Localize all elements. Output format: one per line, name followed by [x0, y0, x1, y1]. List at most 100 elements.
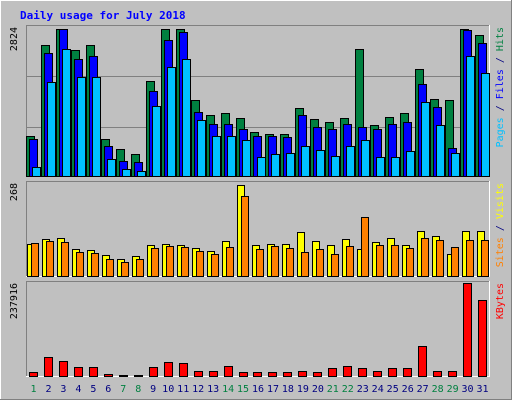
bar-kbytes-kbytes-10 [164, 362, 173, 377]
bar-kbytes-kbytes-3 [59, 361, 68, 377]
panel-kbytes-legend: KBytes [495, 283, 506, 319]
bar-kbytes-kbytes-25 [388, 368, 397, 377]
x-axis-labels: 1 2 3 4 5 6 7 8 9 10 11 12 13 14 15 16 17 18 19 20 21 22 23 24 2… [30, 384, 488, 395]
bar-kbytes-kbytes-8 [134, 375, 143, 377]
panel-hits-files-pages-legend: Pages / Files / Hits [495, 27, 506, 147]
bar-kbytes-kbytes-15 [239, 372, 248, 377]
bar-visits-sites-sites-26 [406, 248, 414, 277]
x-tick-label-day-2: 2 [45, 384, 51, 395]
bar-visits-sites-sites-25 [391, 245, 399, 277]
bar-visits-sites-sites-21 [331, 254, 339, 277]
bar-kbytes-kbytes-5 [89, 367, 98, 377]
bar-hits-files-pages-pages-28 [436, 125, 445, 177]
x-tick-label-day-10: 10 [162, 384, 174, 395]
bar-visits-sites-sites-12 [196, 251, 204, 277]
x-tick-label-day-5: 5 [90, 384, 96, 395]
bar-kbytes-kbytes-17 [268, 372, 277, 377]
bar-hits-files-pages-pages-17 [271, 154, 280, 177]
x-tick-label-day-8: 8 [135, 384, 141, 395]
bar-kbytes-kbytes-27 [418, 346, 427, 377]
bar-hits-files-pages-pages-4 [77, 77, 86, 177]
x-tick-label-day-20: 20 [312, 384, 324, 395]
bar-hits-files-pages-pages-8 [137, 171, 146, 177]
x-tick-label-day-3: 3 [60, 384, 66, 395]
bar-visits-sites-sites-6 [106, 259, 114, 277]
panel-kbytes-area [26, 281, 490, 377]
bar-visits-sites-sites-15 [241, 196, 249, 277]
bar-kbytes-kbytes-29 [448, 371, 457, 377]
bar-visits-sites-sites-7 [121, 262, 129, 277]
bar-kbytes-kbytes-18 [283, 372, 292, 377]
x-tick-label-day-27: 27 [417, 384, 429, 395]
bar-hits-files-pages-pages-21 [331, 156, 340, 177]
bar-hits-files-pages-pages-3 [62, 49, 71, 177]
legend-part-0: Sites [495, 237, 506, 267]
x-tick-label-day-25: 25 [387, 384, 399, 395]
bar-hits-files-pages-pages-22 [346, 146, 355, 177]
bar-kbytes-kbytes-2 [44, 357, 53, 377]
bar-hits-files-pages-pages-7 [122, 169, 131, 177]
bar-visits-sites-sites-5 [91, 253, 99, 277]
bar-kbytes-kbytes-11 [179, 363, 188, 377]
panels-layer: 2824 Pages / Files / Hits 268 Sites / Visit… [9, 25, 506, 377]
bar-hits-files-pages-pages-18 [286, 153, 295, 177]
bar-hits-files-pages-pages-11 [182, 59, 191, 177]
bar-hits-files-pages-pages-19 [301, 146, 310, 177]
bar-kbytes-kbytes-31 [478, 300, 487, 377]
x-tick-label-day-13: 13 [207, 384, 219, 395]
x-tick-label-day-12: 12 [192, 384, 204, 395]
x-tick-label-day-11: 11 [177, 384, 189, 395]
bar-visits-sites-sites-24 [376, 245, 384, 277]
legend-part-3: / [495, 51, 506, 69]
bar-kbytes-kbytes-6 [104, 374, 113, 377]
bar-kbytes-kbytes-14 [224, 366, 233, 377]
panel-hits-files-pages-ymax-label: 2824 [9, 27, 20, 51]
x-tick-label-day-16: 16 [252, 384, 264, 395]
bar-hits-files-pages-pages-6 [107, 159, 116, 177]
bar-hits-files-pages-pages-30 [466, 56, 475, 177]
x-tick-label-day-29: 29 [447, 384, 459, 395]
bar-hits-files-pages-pages-12 [197, 120, 206, 177]
bar-kbytes-kbytes-26 [403, 368, 412, 377]
bar-visits-sites-sites-18 [286, 248, 294, 277]
bar-kbytes-kbytes-24 [373, 371, 382, 377]
bar-visits-sites-sites-27 [421, 238, 429, 277]
x-tick-label-day-18: 18 [282, 384, 294, 395]
bar-kbytes-kbytes-19 [298, 371, 307, 377]
bar-hits-files-pages-pages-31 [481, 73, 490, 177]
x-tick-label-day-4: 4 [75, 384, 81, 395]
x-tick-label-day-14: 14 [222, 384, 234, 395]
bar-hits-files-pages-pages-29 [451, 153, 460, 177]
bar-hits-files-pages-pages-1 [32, 167, 41, 177]
bar-hits-files-pages-pages-10 [167, 67, 176, 177]
bar-visits-sites-sites-8 [136, 259, 144, 277]
bar-visits-sites-sites-11 [181, 247, 189, 277]
bar-kbytes-kbytes-21 [328, 368, 337, 377]
bar-hits-files-pages-pages-24 [376, 157, 385, 177]
bar-hits-files-pages-pages-2 [47, 82, 56, 177]
x-tick-label-day-6: 6 [105, 384, 111, 395]
x-tick-label-day-30: 30 [461, 384, 473, 395]
bar-kbytes-kbytes-23 [358, 368, 367, 377]
chart-title: Daily usage for July 2018 [20, 9, 186, 22]
bar-hits-files-pages-pages-23 [361, 140, 370, 177]
bar-visits-sites-sites-30 [466, 240, 474, 277]
bar-visits-sites-sites-2 [46, 241, 54, 277]
bar-visits-sites-sites-4 [76, 252, 84, 277]
bar-visits-sites-sites-29 [451, 247, 459, 277]
x-tick-label-day-21: 21 [327, 384, 339, 395]
bar-hits-files-pages-pages-13 [212, 136, 221, 177]
legend-part-0: Pages [495, 117, 506, 147]
bar-visits-sites-sites-13 [211, 254, 219, 277]
panel-kbytes-ymax-label: 237916 [9, 283, 20, 319]
bar-visits-sites-sites-10 [166, 246, 174, 277]
x-tick-label-day-19: 19 [297, 384, 309, 395]
bar-visits-sites-sites-9 [151, 248, 159, 277]
bar-visits-sites-sites-31 [481, 240, 489, 277]
bar-kbytes-kbytes-13 [209, 371, 218, 377]
x-tick-label-day-7: 7 [120, 384, 126, 395]
bar-hits-files-pages-pages-15 [242, 140, 251, 177]
legend-part-4: Hits [495, 27, 506, 51]
